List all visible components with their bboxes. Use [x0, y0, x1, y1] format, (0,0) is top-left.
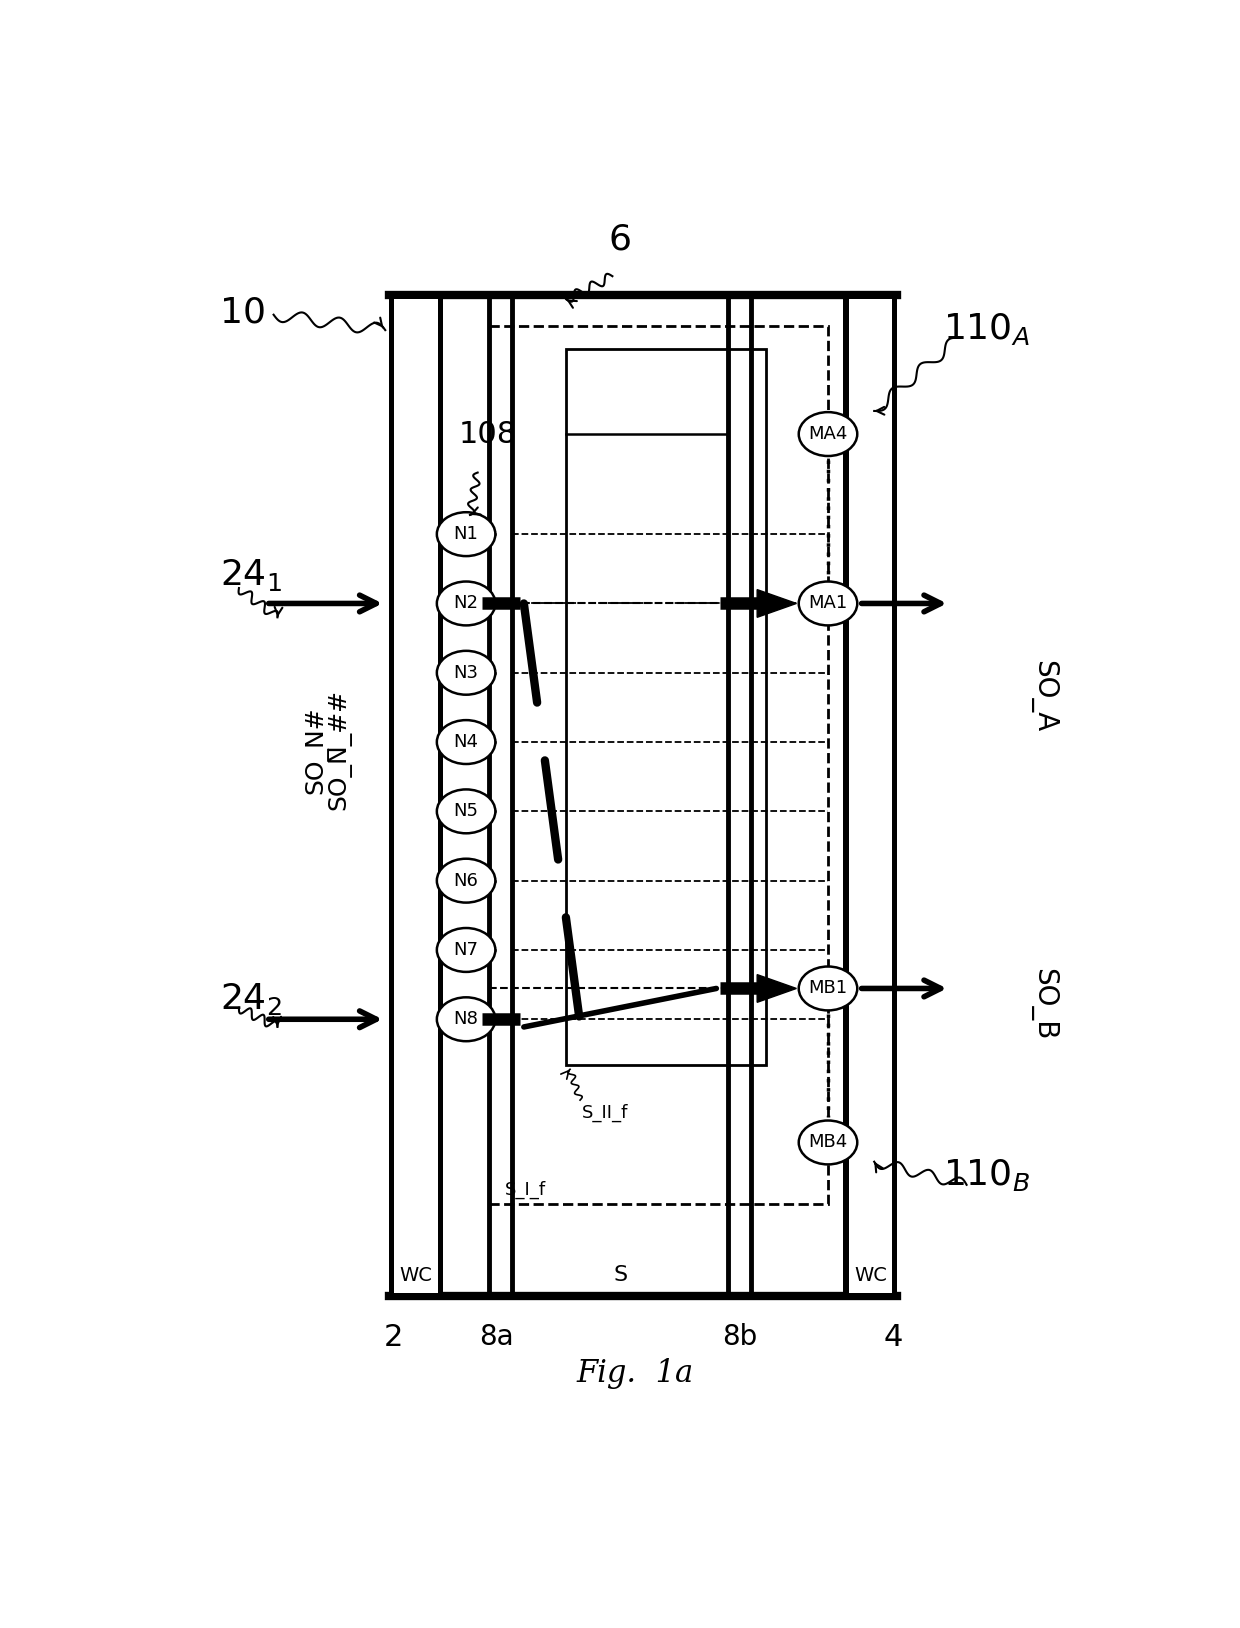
Polygon shape	[758, 589, 796, 617]
Bar	[849, 300, 892, 1293]
Text: N7: N7	[454, 941, 479, 959]
Ellipse shape	[436, 790, 495, 834]
Ellipse shape	[436, 513, 495, 557]
Ellipse shape	[799, 581, 857, 625]
Text: SO_B: SO_B	[1029, 967, 1058, 1040]
Text: S_I_f: S_I_f	[505, 1180, 546, 1200]
Text: S_II_f: S_II_f	[582, 1104, 627, 1122]
Bar	[567, 350, 766, 1065]
Ellipse shape	[799, 412, 857, 456]
Text: SO_N_##: SO_N_##	[327, 689, 351, 811]
Polygon shape	[758, 975, 796, 1003]
Text: 8a: 8a	[480, 1324, 515, 1351]
Text: WC: WC	[399, 1267, 433, 1284]
Text: $24_1$: $24_1$	[219, 557, 281, 593]
Ellipse shape	[436, 651, 495, 695]
Text: N5: N5	[454, 803, 479, 821]
Ellipse shape	[436, 858, 495, 902]
Text: Fig.  1a: Fig. 1a	[577, 1358, 694, 1389]
Text: 10: 10	[219, 295, 265, 329]
Bar	[394, 300, 438, 1293]
Text: N4: N4	[454, 733, 479, 751]
Ellipse shape	[436, 581, 495, 625]
Text: N1: N1	[454, 526, 479, 544]
Ellipse shape	[799, 967, 857, 1011]
Text: MA4: MA4	[808, 425, 848, 443]
Text: $24_2$: $24_2$	[219, 980, 281, 1018]
Bar	[389, 295, 443, 1296]
Ellipse shape	[799, 1120, 857, 1164]
Text: $110_B$: $110_B$	[944, 1156, 1030, 1193]
Text: N2: N2	[454, 594, 479, 612]
Text: MA1: MA1	[808, 594, 848, 612]
Bar	[490, 326, 828, 1205]
Ellipse shape	[436, 998, 495, 1042]
Bar	[843, 295, 898, 1296]
Text: 2: 2	[383, 1324, 403, 1353]
Text: SO_N#: SO_N#	[304, 707, 327, 793]
Text: WC: WC	[854, 1267, 887, 1284]
Text: N3: N3	[454, 664, 479, 682]
Text: S: S	[613, 1265, 627, 1284]
Text: MB1: MB1	[808, 980, 848, 998]
Text: 6: 6	[609, 223, 631, 257]
Ellipse shape	[436, 928, 495, 972]
Ellipse shape	[436, 720, 495, 764]
Text: 4: 4	[884, 1324, 903, 1353]
Text: 8b: 8b	[722, 1324, 758, 1351]
Text: N8: N8	[454, 1011, 479, 1029]
Text: MB4: MB4	[808, 1133, 848, 1151]
Text: N6: N6	[454, 871, 479, 889]
Text: SO_A: SO_A	[1029, 659, 1058, 733]
Text: $110_A$: $110_A$	[944, 311, 1030, 347]
Text: 108: 108	[459, 420, 517, 449]
